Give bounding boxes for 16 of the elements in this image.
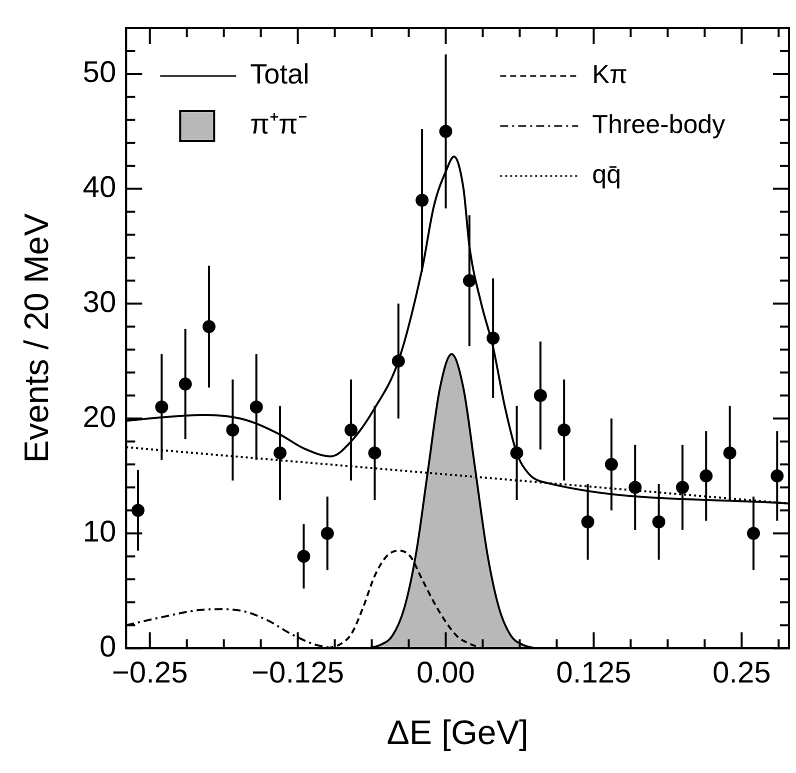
y-tick-label: 50 [82, 56, 116, 90]
legend-label: qq̄ [592, 159, 622, 190]
y-tick-label: 30 [82, 286, 116, 319]
x-tick-label: 0.00 [416, 656, 475, 690]
x-tick-label: 0.125 [556, 656, 632, 690]
x-axis-title: ΔE [GeV] [386, 714, 528, 752]
x-tick-label: 0.25 [712, 656, 771, 690]
y-axis-title: Events / 20 MeV [18, 213, 56, 463]
legend-label: Total [250, 58, 310, 90]
legend-label: Kπ [592, 59, 628, 90]
legend-label: π⁺π⁻ [250, 108, 307, 140]
y-tick-label: 40 [82, 171, 116, 204]
y-tick-label: 20 [82, 400, 116, 434]
legend-label: Three-body [592, 109, 726, 140]
y-tick-label: 10 [82, 516, 116, 549]
x-tick-label: −0.125 [252, 656, 344, 690]
